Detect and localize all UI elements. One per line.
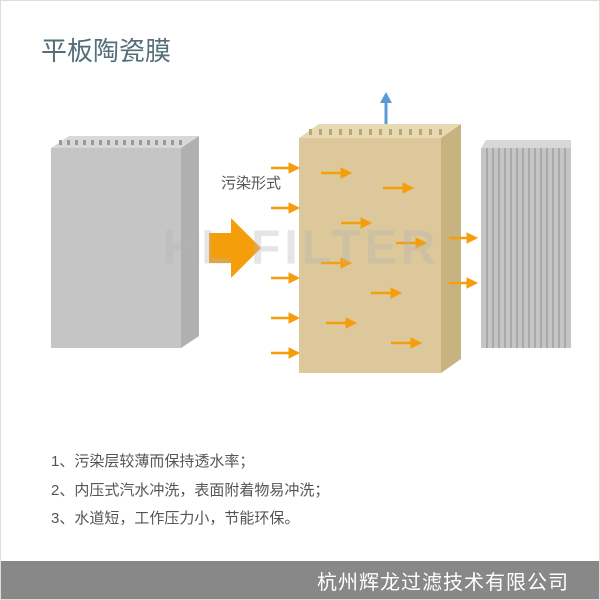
center-label: 污染形式 bbox=[221, 175, 281, 192]
bullet-2: 2、内压式汽水冲洗，表面附着物易冲洗； bbox=[51, 477, 569, 506]
left-panel bbox=[51, 136, 199, 348]
center-panel bbox=[299, 124, 461, 373]
bullet-1: 1、污染层较薄而保持透水率； bbox=[51, 448, 569, 477]
company-bar: 杭州辉龙过滤技术有限公司 bbox=[1, 561, 599, 599]
big-arrow-icon bbox=[209, 218, 261, 278]
right-panel bbox=[481, 140, 571, 348]
arrows-left bbox=[271, 163, 299, 358]
blue-arrow-icon bbox=[380, 92, 392, 124]
container: 平板陶瓷膜 bbox=[1, 1, 599, 599]
diagram-area: 污染形式 bbox=[31, 88, 571, 408]
bullet-3: 3、水道短，工作压力小，节能环保。 bbox=[51, 505, 569, 534]
bullet-list: 1、污染层较薄而保持透水率； 2、内压式汽水冲洗，表面附着物易冲洗； 3、水道短… bbox=[51, 448, 569, 534]
diagram-svg: 污染形式 bbox=[31, 88, 571, 408]
company-name: 杭州辉龙过滤技术有限公司 bbox=[317, 566, 569, 595]
diagram-title: 平板陶瓷膜 bbox=[41, 31, 569, 68]
